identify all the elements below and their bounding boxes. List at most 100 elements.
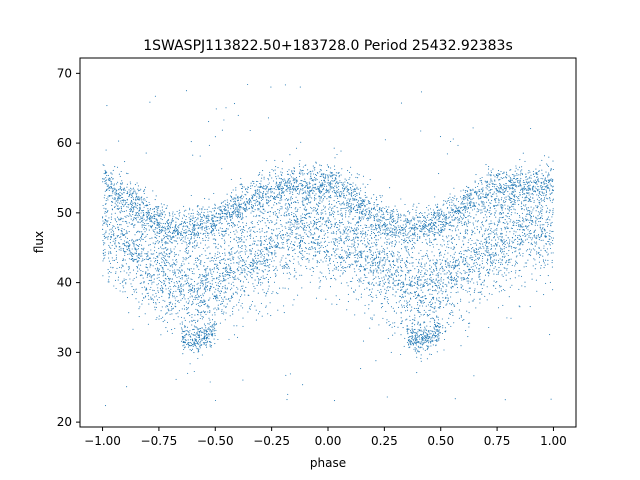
data-point xyxy=(231,296,233,298)
data-point xyxy=(479,302,481,304)
data-point xyxy=(448,228,450,230)
data-point xyxy=(541,213,543,215)
data-point xyxy=(535,220,537,222)
data-point xyxy=(415,290,418,293)
data-point xyxy=(326,191,328,193)
data-point xyxy=(249,264,251,267)
data-point xyxy=(339,196,341,198)
data-point xyxy=(174,240,176,242)
data-point xyxy=(260,180,262,182)
data-point xyxy=(121,182,124,184)
data-point xyxy=(435,217,437,219)
data-point xyxy=(473,203,475,205)
data-point xyxy=(266,187,268,189)
data-point xyxy=(164,300,166,302)
data-point xyxy=(524,160,526,162)
data-point xyxy=(199,220,201,222)
data-point xyxy=(499,284,501,287)
data-point xyxy=(117,199,119,201)
data-point xyxy=(460,298,462,300)
data-point xyxy=(187,275,189,277)
data-point xyxy=(163,235,165,237)
data-point xyxy=(364,226,367,229)
data-point xyxy=(412,329,414,331)
data-point xyxy=(364,199,366,201)
data-point xyxy=(319,229,322,231)
data-point xyxy=(514,182,516,184)
data-point xyxy=(287,173,290,175)
data-point xyxy=(120,224,122,226)
data-point xyxy=(234,212,236,214)
data-point xyxy=(430,299,433,301)
data-point xyxy=(326,219,328,222)
data-point xyxy=(491,262,493,265)
data-point xyxy=(224,203,227,205)
data-point xyxy=(465,329,467,332)
data-point xyxy=(240,207,242,209)
data-point xyxy=(169,241,171,243)
data-point xyxy=(145,271,147,273)
data-point xyxy=(503,183,505,185)
data-point xyxy=(104,190,106,192)
data-point xyxy=(433,211,435,213)
data-point xyxy=(103,164,105,167)
data-point xyxy=(120,186,122,189)
data-point xyxy=(236,291,238,293)
data-point xyxy=(238,221,240,223)
data-point xyxy=(224,200,226,202)
data-point xyxy=(444,250,446,252)
data-point xyxy=(450,291,452,294)
data-point xyxy=(434,229,436,231)
data-point xyxy=(511,173,513,176)
data-point xyxy=(143,206,145,208)
data-point xyxy=(409,223,411,225)
data-point xyxy=(508,180,510,182)
data-point xyxy=(318,181,320,183)
data-point xyxy=(289,260,291,262)
data-point xyxy=(412,232,414,234)
data-point xyxy=(515,165,517,167)
data-point xyxy=(483,205,485,207)
data-point xyxy=(285,261,287,263)
data-point xyxy=(516,174,518,176)
data-point xyxy=(158,215,160,218)
data-point xyxy=(381,201,383,203)
data-point xyxy=(394,234,396,236)
data-point xyxy=(190,293,192,295)
data-point xyxy=(476,208,478,210)
data-point xyxy=(305,164,307,166)
data-point xyxy=(156,211,158,213)
data-point xyxy=(491,293,493,295)
data-point xyxy=(275,176,277,178)
data-point xyxy=(232,270,234,273)
data-point xyxy=(249,199,251,201)
data-point xyxy=(263,176,265,178)
data-point xyxy=(367,214,370,216)
data-point xyxy=(453,211,455,213)
data-point xyxy=(456,197,458,200)
data-point xyxy=(180,231,182,233)
data-point xyxy=(136,208,138,210)
data-point xyxy=(288,239,290,241)
data-point xyxy=(491,180,493,182)
data-point xyxy=(265,188,267,190)
data-point xyxy=(492,183,494,185)
data-point xyxy=(214,307,216,309)
data-point xyxy=(490,260,492,262)
data-point xyxy=(378,324,380,326)
data-point xyxy=(237,217,239,219)
data-point xyxy=(135,240,137,242)
data-point xyxy=(169,222,171,224)
data-point xyxy=(390,216,392,218)
data-point xyxy=(536,251,538,253)
data-point xyxy=(474,181,476,183)
data-point xyxy=(462,285,464,287)
data-point xyxy=(337,224,339,226)
data-point xyxy=(365,196,367,198)
data-point xyxy=(265,225,267,227)
data-point xyxy=(283,178,285,180)
data-point xyxy=(108,253,110,255)
data-point xyxy=(445,200,447,202)
data-point xyxy=(151,283,153,285)
data-point xyxy=(107,184,109,186)
